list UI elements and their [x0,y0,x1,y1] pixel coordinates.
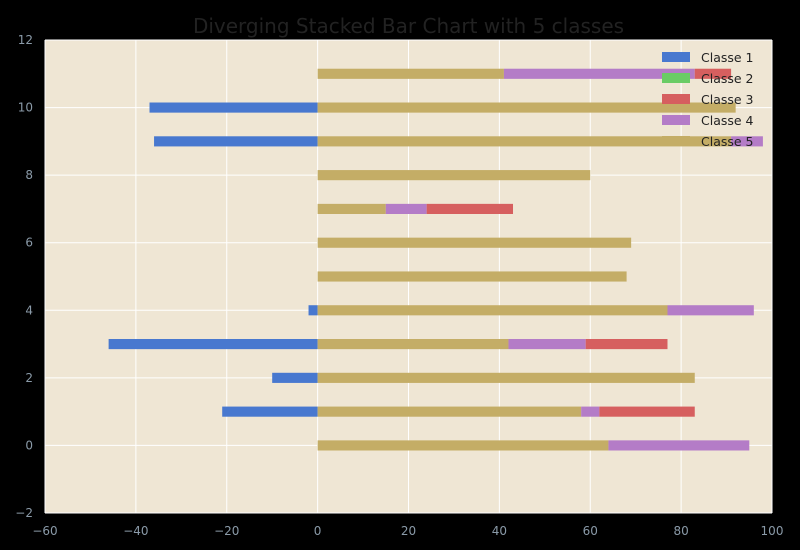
bar-segment-classe-1 [222,406,318,417]
y-tick-label: 10 [18,101,33,115]
legend-swatch-classe-5 [662,136,690,146]
bars-group [108,68,763,451]
x-tick-label: 100 [761,524,784,538]
bar-segment-classe-3 [426,203,514,214]
x-tick-label: −20 [214,524,239,538]
bar-segment-classe-5 [317,237,632,248]
bar-segment-classe-3 [585,339,668,350]
legend-label: Classe 2 [701,71,754,86]
bar-segment-classe-5 [317,203,386,214]
bar-segment-classe-3 [694,68,732,79]
legend-swatch-classe-2 [662,73,690,83]
legend-swatch-classe-1 [662,52,690,62]
bar-segment-classe-5 [317,136,732,147]
bar-segment-classe-4 [503,68,695,79]
legend-label: Classe 5 [701,134,754,149]
bar-segment-classe-5 [317,440,609,451]
x-tick-label: −40 [123,524,148,538]
y-tick-label: 0 [25,438,33,452]
x-tick-label: 80 [673,524,688,538]
bar-segment-classe-4 [508,339,586,350]
bar-segment-classe-1 [308,305,318,316]
bar-segment-classe-4 [581,406,600,417]
bar-segment-classe-5 [317,102,736,113]
x-tick-label: 20 [401,524,416,538]
chart-title: Diverging Stacked Bar Chart with 5 class… [193,14,624,38]
bar-segment-classe-1 [272,372,318,383]
legend-label: Classe 1 [701,50,754,65]
bar-segment-classe-4 [385,203,427,214]
bar-segment-classe-1 [154,136,318,147]
y-tick-label: 8 [25,168,33,182]
bar-segment-classe-5 [317,68,504,79]
y-tick-label: −2 [15,506,33,520]
bar-segment-classe-5 [317,271,627,282]
bar-segment-classe-5 [317,372,695,383]
x-tick-label: 0 [314,524,322,538]
bar-segment-classe-1 [108,339,318,350]
bar-segment-classe-3 [599,406,695,417]
bar-segment-classe-5 [317,406,582,417]
bar-segment-classe-4 [731,136,763,147]
legend-swatch-classe-4 [662,115,690,125]
x-tick-label: −60 [32,524,57,538]
x-tick-label: 60 [583,524,598,538]
y-tick-label: 12 [18,33,33,47]
bar-segment-classe-4 [608,440,750,451]
bar-segment-classe-5 [317,339,509,350]
bar-segment-classe-5 [317,170,591,181]
y-tick-label: 6 [25,236,33,250]
legend: Classe 1 Classe 2 Classe 3 Classe 4 Classe 5 [662,50,754,149]
legend-swatch-classe-3 [662,94,690,104]
y-tick-label: 2 [25,371,33,385]
x-tick-label: 40 [492,524,507,538]
legend-label: Classe 4 [701,113,754,128]
y-tick-label: 4 [25,303,33,317]
bar-segment-classe-4 [667,305,754,316]
bar-segment-classe-1 [149,102,318,113]
bar-segment-classe-5 [317,305,668,316]
legend-label: Classe 3 [701,92,754,107]
